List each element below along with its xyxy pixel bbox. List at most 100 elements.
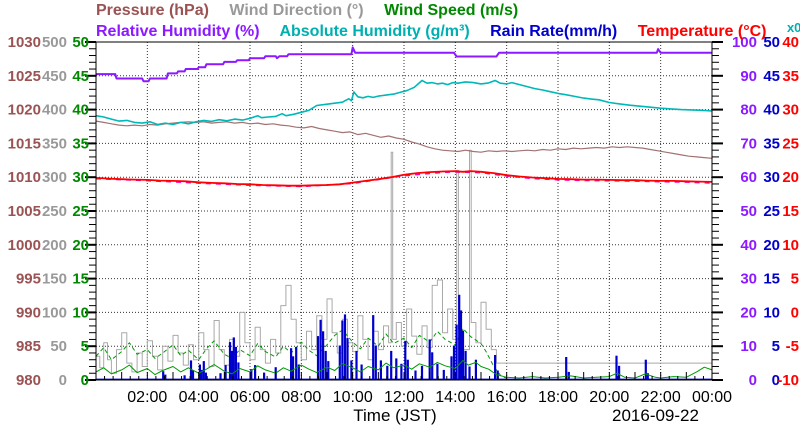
rain-bar	[250, 369, 253, 380]
rain-bar	[646, 373, 649, 380]
tick-label-pressure: 1000	[8, 237, 41, 254]
rain-bar	[414, 370, 417, 380]
tick-label-wind_speed: 0	[81, 372, 89, 389]
series-absolute-humidity	[95, 79, 713, 126]
tick-label-wind_direction: 0	[59, 372, 67, 389]
rain-bar	[355, 350, 358, 380]
rain-bar	[494, 355, 497, 380]
x-tick-label: 10:00	[333, 389, 373, 406]
rain-bar	[237, 362, 240, 380]
tick-label-pressure: 1020	[8, 102, 41, 119]
tick-label-pressure: 990	[16, 304, 41, 321]
rain-bar	[374, 345, 377, 380]
legend-pressure: Pressure (hPa)	[96, 2, 209, 19]
rain-bar	[395, 358, 398, 380]
tick-label-wind_direction: 350	[42, 135, 67, 152]
legend-row-2: Relative Humidity (%) Absolute Humidity …	[96, 20, 800, 41]
rain-bar	[428, 339, 431, 380]
rain-bar	[459, 310, 463, 380]
rain-bar	[254, 365, 257, 380]
rain-bar	[292, 356, 295, 380]
rain-bar	[565, 357, 568, 380]
tick-label-temperature: 35	[782, 68, 799, 85]
tick-label-pressure: 1030	[8, 34, 41, 51]
rain-bar	[343, 314, 347, 380]
x-tick-label: 22:00	[641, 389, 681, 406]
rain-bar	[372, 315, 375, 380]
rain-bar	[162, 371, 165, 380]
tick-label-wind_direction: 500	[42, 34, 67, 51]
tick-label-wind_direction: 150	[42, 271, 67, 288]
legend-rain-rate: Rain Rate(mm/h)	[490, 23, 618, 40]
rain-bar	[290, 348, 293, 380]
tick-label-temperature: -10	[777, 372, 799, 389]
tick-label-temperature: 25	[782, 135, 799, 152]
tick-label-wind_speed: 5	[81, 338, 89, 355]
rain-bar	[324, 350, 327, 380]
x-axis-title: Time (JST)	[353, 406, 437, 425]
x-tick-label: 14:00	[435, 389, 475, 406]
tick-label-relative_humidity: 70	[740, 135, 757, 152]
tick-label-wind_direction: 400	[42, 102, 67, 119]
rain-bar	[452, 345, 456, 380]
tick-label-wind_direction: 100	[42, 304, 67, 321]
tick-label-pressure: 1015	[8, 135, 41, 152]
rain-bar	[406, 359, 409, 380]
series-wind-direction	[96, 149, 712, 374]
rain-bar	[219, 373, 222, 380]
tick-label-pressure: 1010	[8, 169, 41, 186]
legend-wind-direction: Wind Direction (°)	[229, 2, 364, 19]
tick-label-wind_speed: 40	[72, 102, 89, 119]
rain-bar	[644, 359, 647, 380]
tick-label-rain_rate: 50	[763, 34, 780, 51]
series-wind-speed	[95, 359, 713, 379]
tick-label-temperature: 0	[791, 304, 799, 321]
tick-label-relative_humidity: 100	[732, 34, 757, 51]
tick-label-wind_speed: 50	[72, 34, 89, 51]
x-tick-label: 04:00	[179, 389, 219, 406]
rain-bar	[164, 374, 167, 380]
tick-label-rain_rate: 45	[763, 68, 780, 85]
tick-label-temperature: 30	[782, 102, 799, 119]
rain-bar	[474, 359, 477, 380]
rain-bar	[183, 375, 186, 380]
rain-bar	[230, 350, 234, 380]
rain-bar	[360, 364, 363, 380]
tick-label-rain_rate: 40	[763, 102, 780, 119]
tick-label-rain_rate: 10	[763, 304, 780, 321]
tick-label-wind_speed: 30	[72, 169, 89, 186]
series-pressure	[95, 120, 713, 159]
tick-label-relative_humidity: 80	[740, 102, 757, 119]
rain-bar	[200, 369, 203, 380]
x-tick-label: 02:00	[127, 389, 167, 406]
rain-bar	[461, 330, 465, 380]
tick-label-pressure: 1005	[8, 203, 41, 220]
tick-label-wind_speed: 25	[72, 203, 89, 220]
x-tick-label: 06:00	[230, 389, 270, 406]
rain-bar	[455, 324, 458, 380]
tick-label-temperature: 5	[791, 271, 799, 288]
tick-label-wind_direction: 300	[42, 169, 67, 186]
tick-label-rain_rate: 35	[763, 135, 780, 152]
tick-label-relative_humidity: 10	[740, 338, 757, 355]
series-wind-gust	[95, 328, 507, 379]
rain-bar	[204, 372, 207, 380]
legend-temperature: Temperature (°C)	[637, 23, 767, 40]
rain-bar	[297, 364, 300, 380]
tick-label-temperature: 10	[782, 237, 799, 254]
tick-label-wind_speed: 10	[72, 304, 89, 321]
rain-bar	[191, 370, 195, 380]
tick-label-relative_humidity: 90	[740, 68, 757, 85]
tick-label-temperature: 40	[782, 34, 799, 51]
rain-bar	[390, 350, 393, 380]
rain-bar	[338, 345, 341, 380]
tick-label-relative_humidity: 30	[740, 271, 757, 288]
rain-bar	[615, 355, 618, 380]
tick-label-relative_humidity: 0	[749, 372, 757, 389]
date-label: 2016-09-22	[612, 406, 699, 425]
rain-bar	[189, 360, 193, 380]
rain-bar	[379, 360, 382, 380]
legend-wind-speed: Wind Speed (m/s)	[384, 2, 519, 19]
rain-bar	[327, 361, 330, 380]
